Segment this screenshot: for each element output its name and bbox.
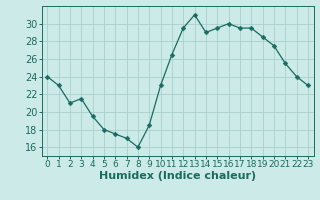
X-axis label: Humidex (Indice chaleur): Humidex (Indice chaleur) <box>99 171 256 181</box>
